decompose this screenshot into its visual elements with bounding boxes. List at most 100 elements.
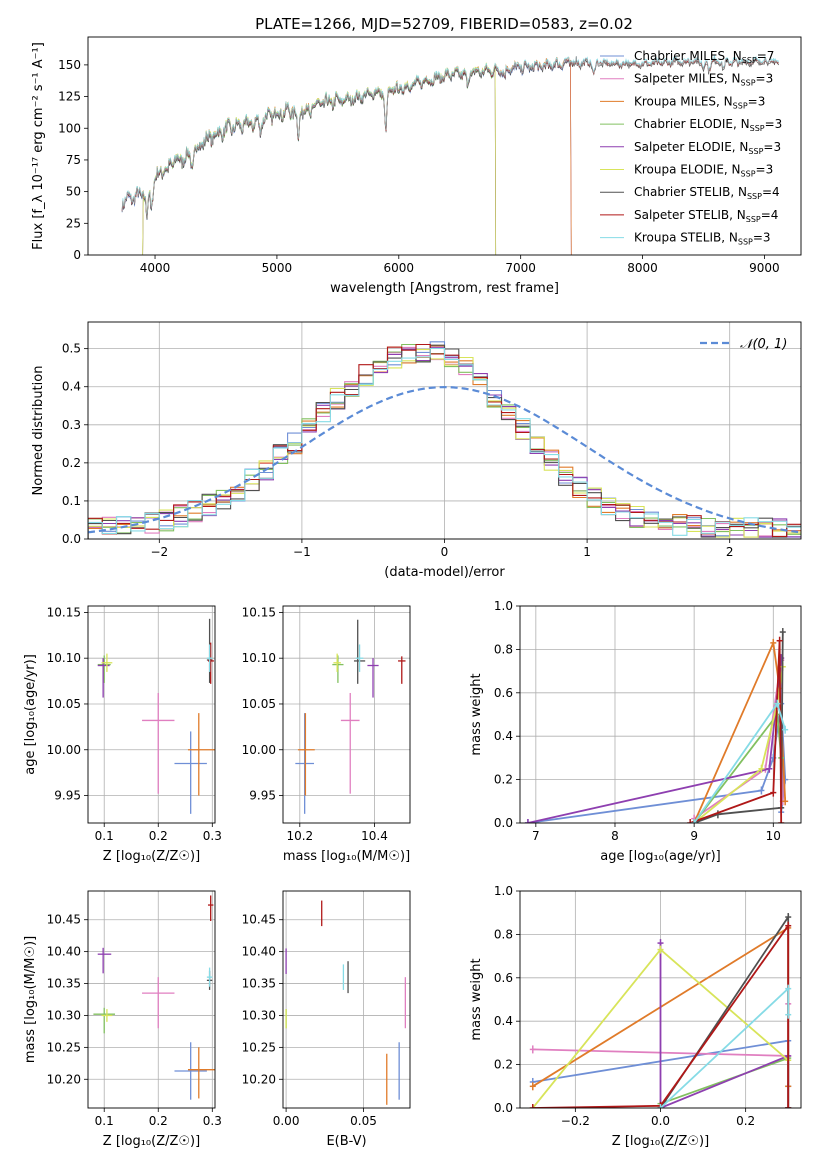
y-tick-label: 50 <box>66 185 81 199</box>
y-tick-label: 10.35 <box>47 977 81 991</box>
weight-marker-kroupa-stelib <box>657 1104 664 1108</box>
y-tick-label: 150 <box>58 58 81 72</box>
y-tick-label: 0 <box>73 248 81 262</box>
residual-hist-kroupa-stelib <box>88 347 801 539</box>
y-tick-label: 10.15 <box>47 605 81 619</box>
x-tick-label: 10.4 <box>361 829 388 843</box>
weight-marker-chabrier-stelib <box>785 913 792 922</box>
weight-line-salpeter-stelib <box>689 640 783 823</box>
x-axis-label: mass [log₁₀(M/M☉)] <box>283 849 410 864</box>
y-tick-label: 10.45 <box>47 913 81 927</box>
errorbar-chabrier-elodie <box>332 655 344 683</box>
x-tick-label: 0.2 <box>149 829 168 843</box>
y-tick-label: 0.6 <box>494 686 513 700</box>
x-axis-label: wavelength [Angstrom, rest frame] <box>330 281 559 296</box>
y-tick-label: 10.45 <box>242 913 276 927</box>
x-axis-label: Z [log₁₀(Z/Z☉)] <box>612 1134 709 1149</box>
x-axis-label: Z [log₁₀(Z/Z☉)] <box>103 1134 200 1149</box>
errorbar-kroupa-miles <box>297 713 315 796</box>
y-tick-label: 10.20 <box>47 1072 81 1086</box>
y-axis-label: Normed distribution <box>31 366 46 496</box>
x-axis-label: Z [log₁₀(Z/Z☉)] <box>103 849 200 864</box>
y-tick-label: 0.6 <box>494 971 513 985</box>
chart-weight_vs_Z: −0.2 0.0 0.2 0.0 0.2 0.4 0.6 0.8 1.0 Z [log₁₀(Z/Z… <box>469 884 802 1149</box>
plot-area <box>88 341 801 539</box>
y-tick-label: 10.40 <box>242 945 276 959</box>
errorbar-salpeter-elodie <box>97 658 110 698</box>
errorbar-chabrier-miles <box>295 713 315 814</box>
axes-frame <box>87 321 802 540</box>
y-tick-label: 10.15 <box>242 605 276 619</box>
errorbar-salpeter-stelib <box>207 895 214 921</box>
chart-age_vs_Z: 0.1 0.2 0.3 9.95 10.00 10.05 10.10 10.15 Z [log₁… <box>23 605 222 864</box>
y-tick-label: 0.0 <box>494 816 513 830</box>
weight-marker-kroupa-elodie <box>657 945 664 954</box>
legend-label-kroupa-elodie: Kroupa ELODIE, NSSP=3 <box>634 163 773 179</box>
errorbar-kroupa-stelib <box>206 644 213 672</box>
x-tick-label: 1 <box>583 545 591 559</box>
x-tick-label: 0.1 <box>95 1114 114 1128</box>
weight-marker-salpeter-elodie <box>766 764 773 773</box>
legend-label-chabrier-elodie: Chabrier ELODIE, NSSP=3 <box>634 117 782 133</box>
x-tick-label: −0.2 <box>561 1114 590 1128</box>
y-tick-label: 0.8 <box>494 927 513 941</box>
legend-label-normal: 𝒩(0, 1) <box>740 337 787 352</box>
y-tick-label: 0.2 <box>494 773 513 787</box>
errorbar-kroupa-stelib <box>355 644 364 672</box>
x-tick-label: 0.3 <box>203 829 222 843</box>
plot-area <box>285 900 407 1105</box>
chart-weight_vs_age: 7 8 9 10 0.0 0.2 0.4 0.6 0.8 1.0 age [log₁₀(age/yr… <box>469 599 802 864</box>
y-tick-label: 10.05 <box>242 697 276 711</box>
y-tick-label: 10.10 <box>242 651 276 665</box>
weight-marker-salpeter-stelib <box>529 1104 536 1108</box>
y-tick-label: 0.5 <box>62 342 81 356</box>
x-tick-label: 9000 <box>749 261 780 275</box>
weight-marker-salpeter-stelib <box>687 819 694 823</box>
x-tick-label: 8 <box>611 829 619 843</box>
errorbar-kroupa-elodie <box>101 1009 113 1022</box>
errorbar-salpeter-miles <box>142 977 175 1029</box>
legend-label-salpeter-stelib: Salpeter STELIB, NSSP=4 <box>634 208 778 224</box>
y-tick-label: 10.40 <box>47 945 81 959</box>
errorbar-kroupa-elodie <box>333 653 341 672</box>
x-tick-label: 7000 <box>505 261 536 275</box>
legend-label-salpeter-miles: Salpeter MILES, NSSP=3 <box>634 72 773 88</box>
y-tick-label: 1.0 <box>494 599 513 613</box>
plot-area <box>524 628 789 823</box>
axes-frame <box>519 890 802 1109</box>
y-tick-label: 9.95 <box>249 789 276 803</box>
x-tick-label: −1 <box>293 545 311 559</box>
x-tick-label: 0.2 <box>149 1114 168 1128</box>
weight-marker-chabrier-miles <box>758 786 765 795</box>
errorbar-kroupa-miles <box>187 713 215 796</box>
y-tick-label: 10.00 <box>47 743 81 757</box>
axes-frame <box>282 890 411 1109</box>
x-tick-label: 10 <box>766 829 781 843</box>
x-tick-label: 0.2 <box>736 1114 755 1128</box>
y-tick-label: 10.25 <box>242 1040 276 1054</box>
y-tick-label: 10.10 <box>47 651 81 665</box>
chart-mass_vs_Z: 0.1 0.2 0.3 10.20 10.25 10.30 10.35 10.40 10.45 Z… <box>23 890 222 1149</box>
x-axis-label: E(B-V) <box>326 1134 366 1149</box>
weight-marker-salpeter-stelib <box>778 819 785 823</box>
y-tick-label: 0.8 <box>494 642 513 656</box>
x-tick-label: 8000 <box>627 261 658 275</box>
y-tick-label: 10.30 <box>47 1008 81 1022</box>
y-axis-label: mass weight <box>469 673 484 755</box>
axes-frame <box>87 605 216 824</box>
y-tick-label: 10.05 <box>47 697 81 711</box>
x-tick-label: 6000 <box>384 261 415 275</box>
weight-marker-kroupa-miles <box>782 797 789 806</box>
x-tick-label: 0.3 <box>203 1114 222 1128</box>
y-tick-label: 0.3 <box>62 418 81 432</box>
plot-area <box>295 619 406 814</box>
x-axis-label: age [log₁₀(age/yr)] <box>600 849 721 864</box>
weight-marker-kroupa-stelib <box>691 819 698 823</box>
y-tick-label: 10.20 <box>242 1072 276 1086</box>
weight-marker-kroupa-miles <box>529 1082 536 1091</box>
x-tick-label: 9 <box>690 829 698 843</box>
y-tick-label: 100 <box>58 121 81 135</box>
weight-marker-salpeter-stelib <box>770 788 777 797</box>
x-axis-label: (data-model)/error <box>384 565 505 580</box>
